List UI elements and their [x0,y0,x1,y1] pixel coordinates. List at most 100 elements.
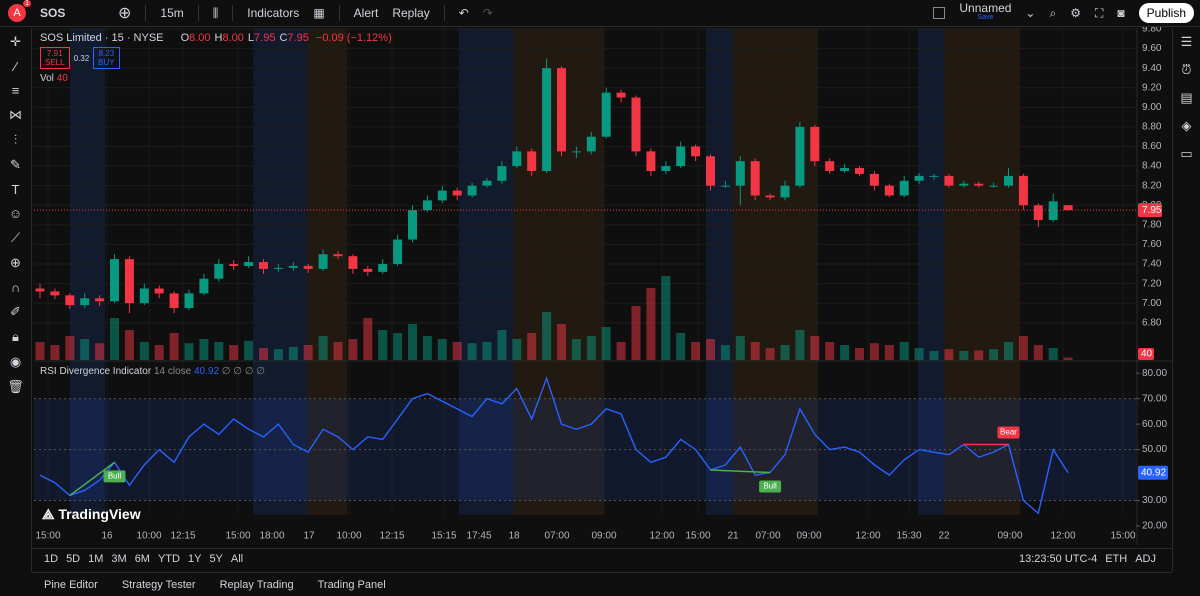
badge: 1 [23,0,31,7]
rsi-tick-label: 60.00 [1142,419,1167,430]
range-button[interactable]: 5D [66,552,81,565]
fib[interactable]: ≡ [11,83,20,98]
range-button[interactable]: 3M [111,552,127,565]
candle-body [795,126,805,186]
candle-body [780,185,790,198]
clock: 13:23:50 UTC-4 [1018,552,1098,565]
range-button[interactable]: 6M [134,552,150,565]
volume-bar [154,345,164,360]
bottom-tab[interactable]: Trading Panel [317,578,386,591]
dropdown[interactable]: ⌄ [1025,6,1036,20]
crosshair[interactable]: ✛ [10,34,21,49]
magnet[interactable]: ∩ [10,280,21,295]
volume-bar [899,342,909,360]
symbol-search[interactable]: SOS [40,6,66,20]
trend-line[interactable]: ⁄ [14,59,17,74]
redo[interactable]: ↷ [482,6,493,20]
watchlist[interactable]: ☰ [1180,34,1193,49]
publish[interactable]: Publish [1138,3,1194,23]
candle-body [273,267,283,269]
chart-type[interactable]: ⫼ [212,5,219,20]
volume-bar [1004,342,1013,360]
candle-body [199,278,209,294]
volume-bar [959,351,969,360]
settings[interactable]: ⚙ [1070,6,1081,20]
adjust[interactable]: ADJ [1135,552,1156,565]
bottom-tab[interactable]: Replay Trading [219,578,294,591]
indicators[interactable]: Indicators [247,6,300,20]
session-band [733,28,818,515]
layouts[interactable]: ▦ [313,6,325,20]
search[interactable]: ⌕ [1049,5,1057,20]
volume-bar [1063,357,1073,360]
session-band [459,28,513,515]
fullscreen[interactable]: ⛶ [1094,5,1104,20]
range-button[interactable]: 1M [88,552,104,565]
ruler[interactable]: ⟋ [10,230,21,245]
volume-bar [363,318,373,360]
alerts[interactable]: ⏰︎ [1181,62,1192,77]
candle-body [422,200,432,211]
candle-body [646,151,656,171]
sell-label: SELL [45,58,65,67]
interval[interactable]: 15m [160,6,184,20]
lock[interactable]: 🔒︎ [12,329,19,344]
candle-body [110,259,119,302]
x-tick-label: 22 [938,531,950,542]
bottom-tab[interactable]: Strategy Tester [121,578,196,591]
volume-bar [944,349,954,360]
layers[interactable]: ◈ [1181,118,1192,133]
projection[interactable]: ⫶ [13,132,18,147]
layout-name[interactable]: Unnamed Save [959,1,1012,23]
buy-button[interactable]: 8.23 BUY [93,47,120,69]
candle-body [527,151,537,171]
sell-button[interactable]: 7.91 SELL [40,47,70,69]
rsi-tick-label: 20.00 [1142,521,1167,532]
zoom[interactable]: ⊕ [10,255,21,270]
candle-body [661,166,671,171]
volume-bar [720,345,730,360]
candle-body [855,168,864,174]
text-tool[interactable]: T [11,182,20,197]
candle-body [616,92,626,98]
layout-title: Unnamed [959,1,1012,15]
range-button[interactable]: 1D [44,552,59,565]
volume-bar [691,342,701,360]
candle-body [80,298,90,306]
snapshot[interactable]: ◙ [1117,6,1125,20]
candle-body [884,185,894,196]
chat[interactable]: ▭ [1180,146,1193,161]
session[interactable]: ETH [1105,552,1128,565]
layout-toggle[interactable] [933,7,946,19]
range-button[interactable]: 1Y [187,552,202,565]
buy-price: 8.23 [98,49,115,58]
candle-body [1063,205,1073,211]
replay[interactable]: Replay [392,6,430,20]
volume-bar [348,339,358,360]
patterns[interactable]: ⋈ [9,107,22,122]
candle-body [467,185,477,196]
x-tick-label: 09:00 [591,531,616,542]
volume-tag [1138,348,1154,360]
alert[interactable]: Alert [353,6,379,20]
visibility[interactable]: ◉ [9,354,22,369]
add-symbol[interactable]: ⊕ [118,5,132,22]
emoji[interactable]: ☺ [8,206,23,221]
divergence-line [69,461,115,497]
y-tick-label: 9.60 [1142,43,1162,54]
volume-bar [631,306,641,360]
trash[interactable]: 🗑︎ [7,379,24,394]
save: Save [977,14,994,21]
divergence-label: Bull [763,482,777,491]
lock-draw[interactable]: ✐ [10,304,21,319]
news[interactable]: ▤ [1180,90,1193,105]
range-button[interactable]: YTD [157,552,180,565]
candle-body [348,256,358,269]
range-button[interactable]: All [230,552,244,565]
bottom-tab[interactable]: Pine Editor [44,578,98,591]
range-button[interactable]: 5Y [209,552,223,565]
brush[interactable]: ✎ [10,157,21,172]
undo[interactable]: ↶ [458,6,469,20]
